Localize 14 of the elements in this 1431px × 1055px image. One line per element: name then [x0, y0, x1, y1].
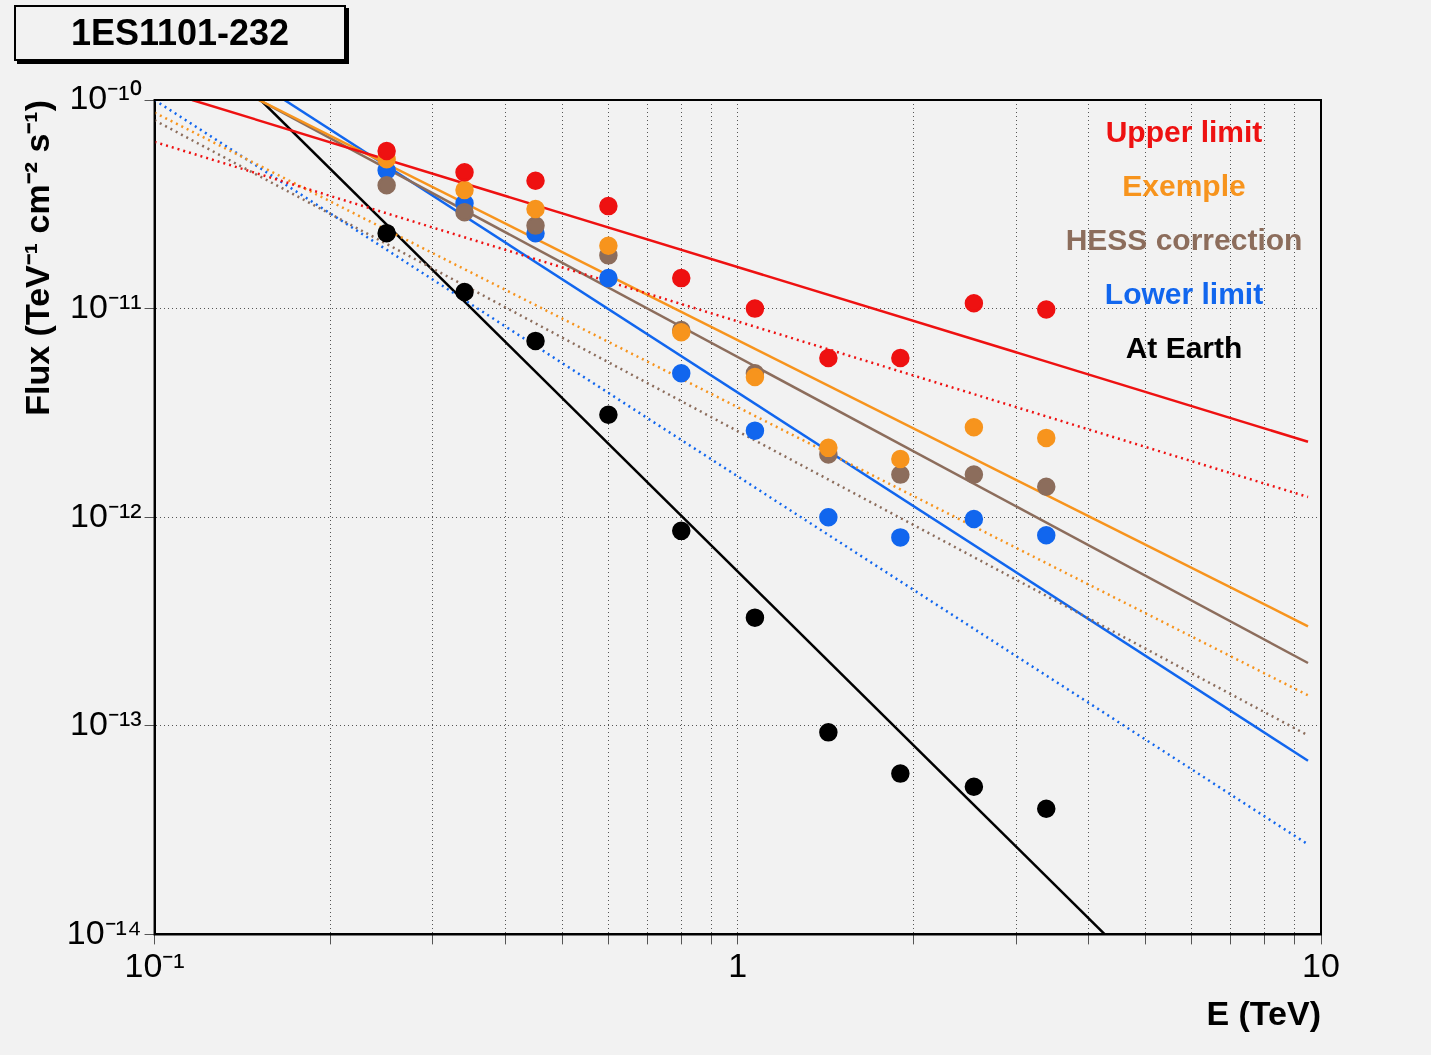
y-tick-label: 10⁻¹³: [70, 704, 142, 743]
x-tick-label: 1: [728, 946, 748, 985]
x-tick-label: 10: [1302, 946, 1340, 985]
y-axis-title: Flux (TeV⁻¹ cm⁻² s⁻¹): [17, 100, 56, 416]
y-tick-label: 10⁻¹¹: [70, 286, 142, 325]
x-axis-title: E (TeV): [1206, 993, 1321, 1032]
text: Upper limit: [1105, 115, 1263, 149]
y-tick-label: 10⁻¹⁰: [69, 78, 142, 117]
y-tick-label: 10⁻¹²: [70, 495, 142, 534]
text: At Earth: [1125, 331, 1243, 365]
text: HESS correction: [1065, 223, 1303, 257]
text: Exemple: [1122, 169, 1246, 203]
chart-title: 1ES1101-232: [14, 5, 346, 61]
text: Lower limit: [1104, 277, 1264, 311]
